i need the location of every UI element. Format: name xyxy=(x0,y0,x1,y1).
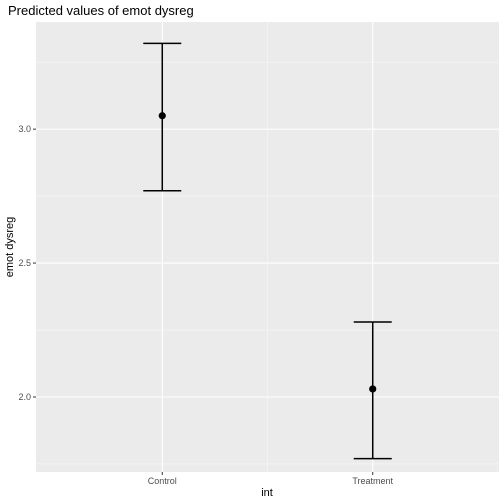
data-point-group-treatment xyxy=(353,321,392,460)
axis-layer: 2.0 2.5 3.0 Control Treatment xyxy=(18,124,393,486)
y-tick-label: 3.0 xyxy=(18,124,31,134)
x-tick-label: Control xyxy=(148,476,177,486)
x-tick-label: Treatment xyxy=(352,476,393,486)
chart-title: Predicted values of emot dysreg xyxy=(8,3,194,18)
marks-layer xyxy=(143,42,392,460)
y-axis-label: emot dysreg xyxy=(4,217,16,278)
data-point xyxy=(369,385,377,393)
y-tick-label: 2.5 xyxy=(18,258,31,268)
data-point xyxy=(158,112,166,120)
y-tick-label: 2.0 xyxy=(18,392,31,402)
data-point-group-control xyxy=(143,42,182,192)
x-axis-label: int xyxy=(261,487,273,499)
